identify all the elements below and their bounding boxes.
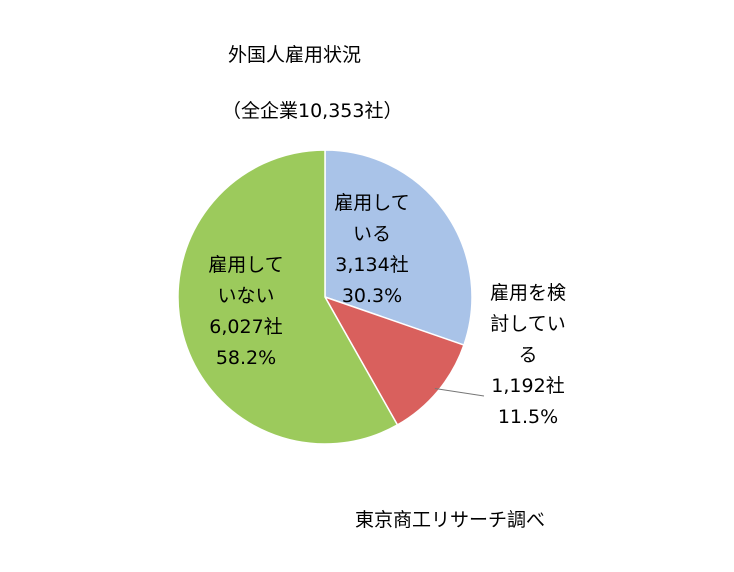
category-label: 雇用していない (208, 254, 284, 307)
leader-line (434, 388, 485, 397)
value-label: 58.2% (215, 347, 277, 369)
category-label: 雇用している (334, 192, 410, 245)
data-label: 雇用していない 6,027社 58.2% (204, 250, 288, 374)
data-label: 雇用している 3,134社 30.3% (330, 188, 414, 312)
value-label: 30.3% (341, 285, 403, 307)
source-note: 東京商工リサーチ調べ (355, 509, 546, 531)
chart-subtitle: （全企業10,353社） (222, 100, 403, 122)
count-label: 6,027社 (209, 316, 283, 338)
pie-slice (177, 149, 399, 445)
pie-slice (324, 149, 473, 347)
value-label: 11.5% (497, 406, 559, 428)
chart-title: 外国人雇用状況 (228, 44, 362, 66)
count-label: 3,134社 (335, 254, 409, 276)
pie-slice (323, 295, 465, 426)
data-label: 雇用を検討している 1,192社 11.5% (486, 278, 570, 433)
count-label: 1,192社 (491, 375, 565, 397)
category-label: 雇用を検討している (489, 282, 566, 366)
